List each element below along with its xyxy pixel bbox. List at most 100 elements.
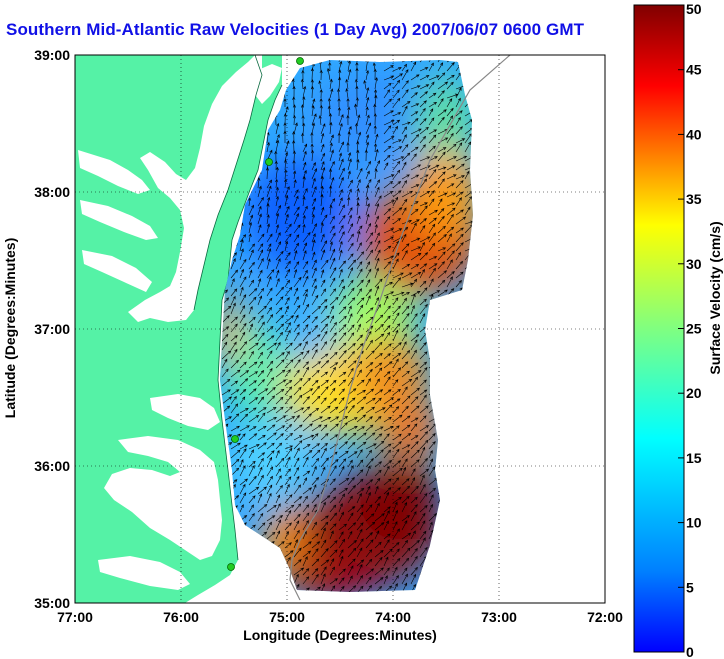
velocity-arrow (284, 379, 293, 387)
velocity-arrow (347, 495, 353, 504)
velocity-arrow (383, 510, 390, 522)
velocity-arrow (293, 261, 300, 270)
velocity-arrow (392, 398, 401, 405)
velocity-arrow (392, 67, 402, 72)
velocity-arrow (419, 107, 426, 117)
velocity-arrow (275, 186, 279, 198)
velocity-arrow (311, 573, 319, 585)
velocity-arrow (428, 458, 433, 468)
velocity-arrow (275, 286, 285, 297)
velocity-arrow (374, 513, 385, 522)
velocity-arrow (401, 121, 411, 126)
velocity-arrow (230, 302, 236, 315)
station-marker (231, 435, 239, 443)
map-title: Southern Mid-Atlantic Raw Velocities (1 … (6, 20, 585, 39)
velocity-arrow (437, 109, 447, 117)
velocity-arrow (356, 511, 364, 522)
velocity-arrow (239, 361, 247, 369)
velocity-arrow (356, 426, 365, 432)
velocity-arrow (392, 79, 401, 90)
velocity-arrow (365, 241, 373, 252)
velocity-arrow (320, 233, 325, 243)
velocity-arrow (257, 425, 267, 432)
velocity-arrow (329, 423, 339, 432)
velocity-arrow (239, 413, 249, 423)
velocity-arrow (455, 116, 461, 126)
velocity-arrow (257, 522, 266, 531)
velocity-arrow (455, 110, 463, 117)
velocity-arrow (374, 278, 383, 288)
y-tick-label: 35:00 (34, 595, 70, 611)
velocity-arrow (320, 305, 328, 315)
velocity-arrow (365, 416, 373, 423)
velocity-arrow (338, 342, 347, 351)
velocity-arrow (365, 378, 371, 387)
velocity-arrow (356, 225, 363, 234)
velocity-arrow (455, 279, 462, 288)
velocity-arrow (311, 379, 319, 387)
velocity-arrow (383, 245, 392, 252)
velocity-arrow (419, 75, 430, 81)
velocity-arrow (401, 207, 407, 216)
velocity-arrow (347, 512, 354, 522)
velocity-arrow (302, 195, 306, 207)
velocity-arrow (401, 350, 411, 360)
velocity-arrow (365, 397, 376, 405)
velocity-arrow (284, 395, 293, 405)
velocity-arrow (284, 550, 294, 558)
velocity-arrow (257, 351, 264, 360)
velocity-arrow (410, 396, 419, 405)
velocity-arrow (230, 359, 239, 369)
velocity-arrow (383, 65, 394, 72)
velocity-arrow (383, 533, 391, 540)
velocity-arrow (401, 532, 412, 540)
velocity-arrow (329, 387, 336, 396)
velocity-arrow (293, 276, 302, 288)
velocity-arrow (401, 444, 411, 450)
velocity-arrow (329, 504, 337, 513)
velocity-arrow (310, 143, 314, 153)
velocity-arrow (410, 349, 417, 360)
velocity-arrow (311, 343, 319, 351)
velocity-arrow (383, 433, 390, 441)
velocity-arrow (275, 457, 285, 468)
velocity-arrow (248, 243, 256, 252)
velocity-arrow (401, 539, 409, 549)
velocity-arrow (329, 338, 337, 351)
velocity-arrow (419, 351, 428, 360)
velocity-arrow (311, 533, 319, 540)
velocity-arrow (419, 268, 425, 279)
velocity-arrow (419, 512, 426, 522)
velocity-arrow (446, 107, 454, 117)
velocity-arrow (446, 165, 456, 171)
velocity-arrow (410, 146, 419, 153)
velocity-arrow (455, 126, 463, 135)
velocity-arrow (266, 258, 271, 270)
velocity-arrow (248, 197, 252, 207)
velocity-arrow (437, 147, 447, 153)
velocity-arrow (410, 435, 419, 441)
velocity-arrow (374, 333, 385, 342)
velocity-arrow (329, 434, 339, 441)
velocity-arrow (373, 143, 378, 153)
x-tick-label: 77:00 (57, 609, 93, 625)
velocity-arrow (302, 340, 308, 351)
velocity-arrow (338, 60, 342, 63)
velocity-arrow (365, 268, 372, 279)
velocity-arrow (248, 288, 258, 297)
velocity-arrow (320, 515, 329, 522)
velocity-arrow (419, 389, 428, 396)
velocity-arrow (419, 156, 431, 162)
velocity-arrow (365, 134, 370, 144)
velocity-arrow (292, 104, 296, 117)
velocity-arrow (266, 504, 277, 513)
velocity-arrow (275, 224, 280, 234)
velocity-arrow (383, 465, 390, 477)
velocity-arrow (374, 461, 383, 468)
velocity-arrow (446, 276, 453, 288)
velocity-arrow (302, 512, 310, 522)
velocity-arrow (401, 292, 410, 297)
velocity-arrow (401, 243, 410, 252)
velocity-arrow (374, 416, 382, 423)
velocity-arrow (320, 405, 331, 414)
